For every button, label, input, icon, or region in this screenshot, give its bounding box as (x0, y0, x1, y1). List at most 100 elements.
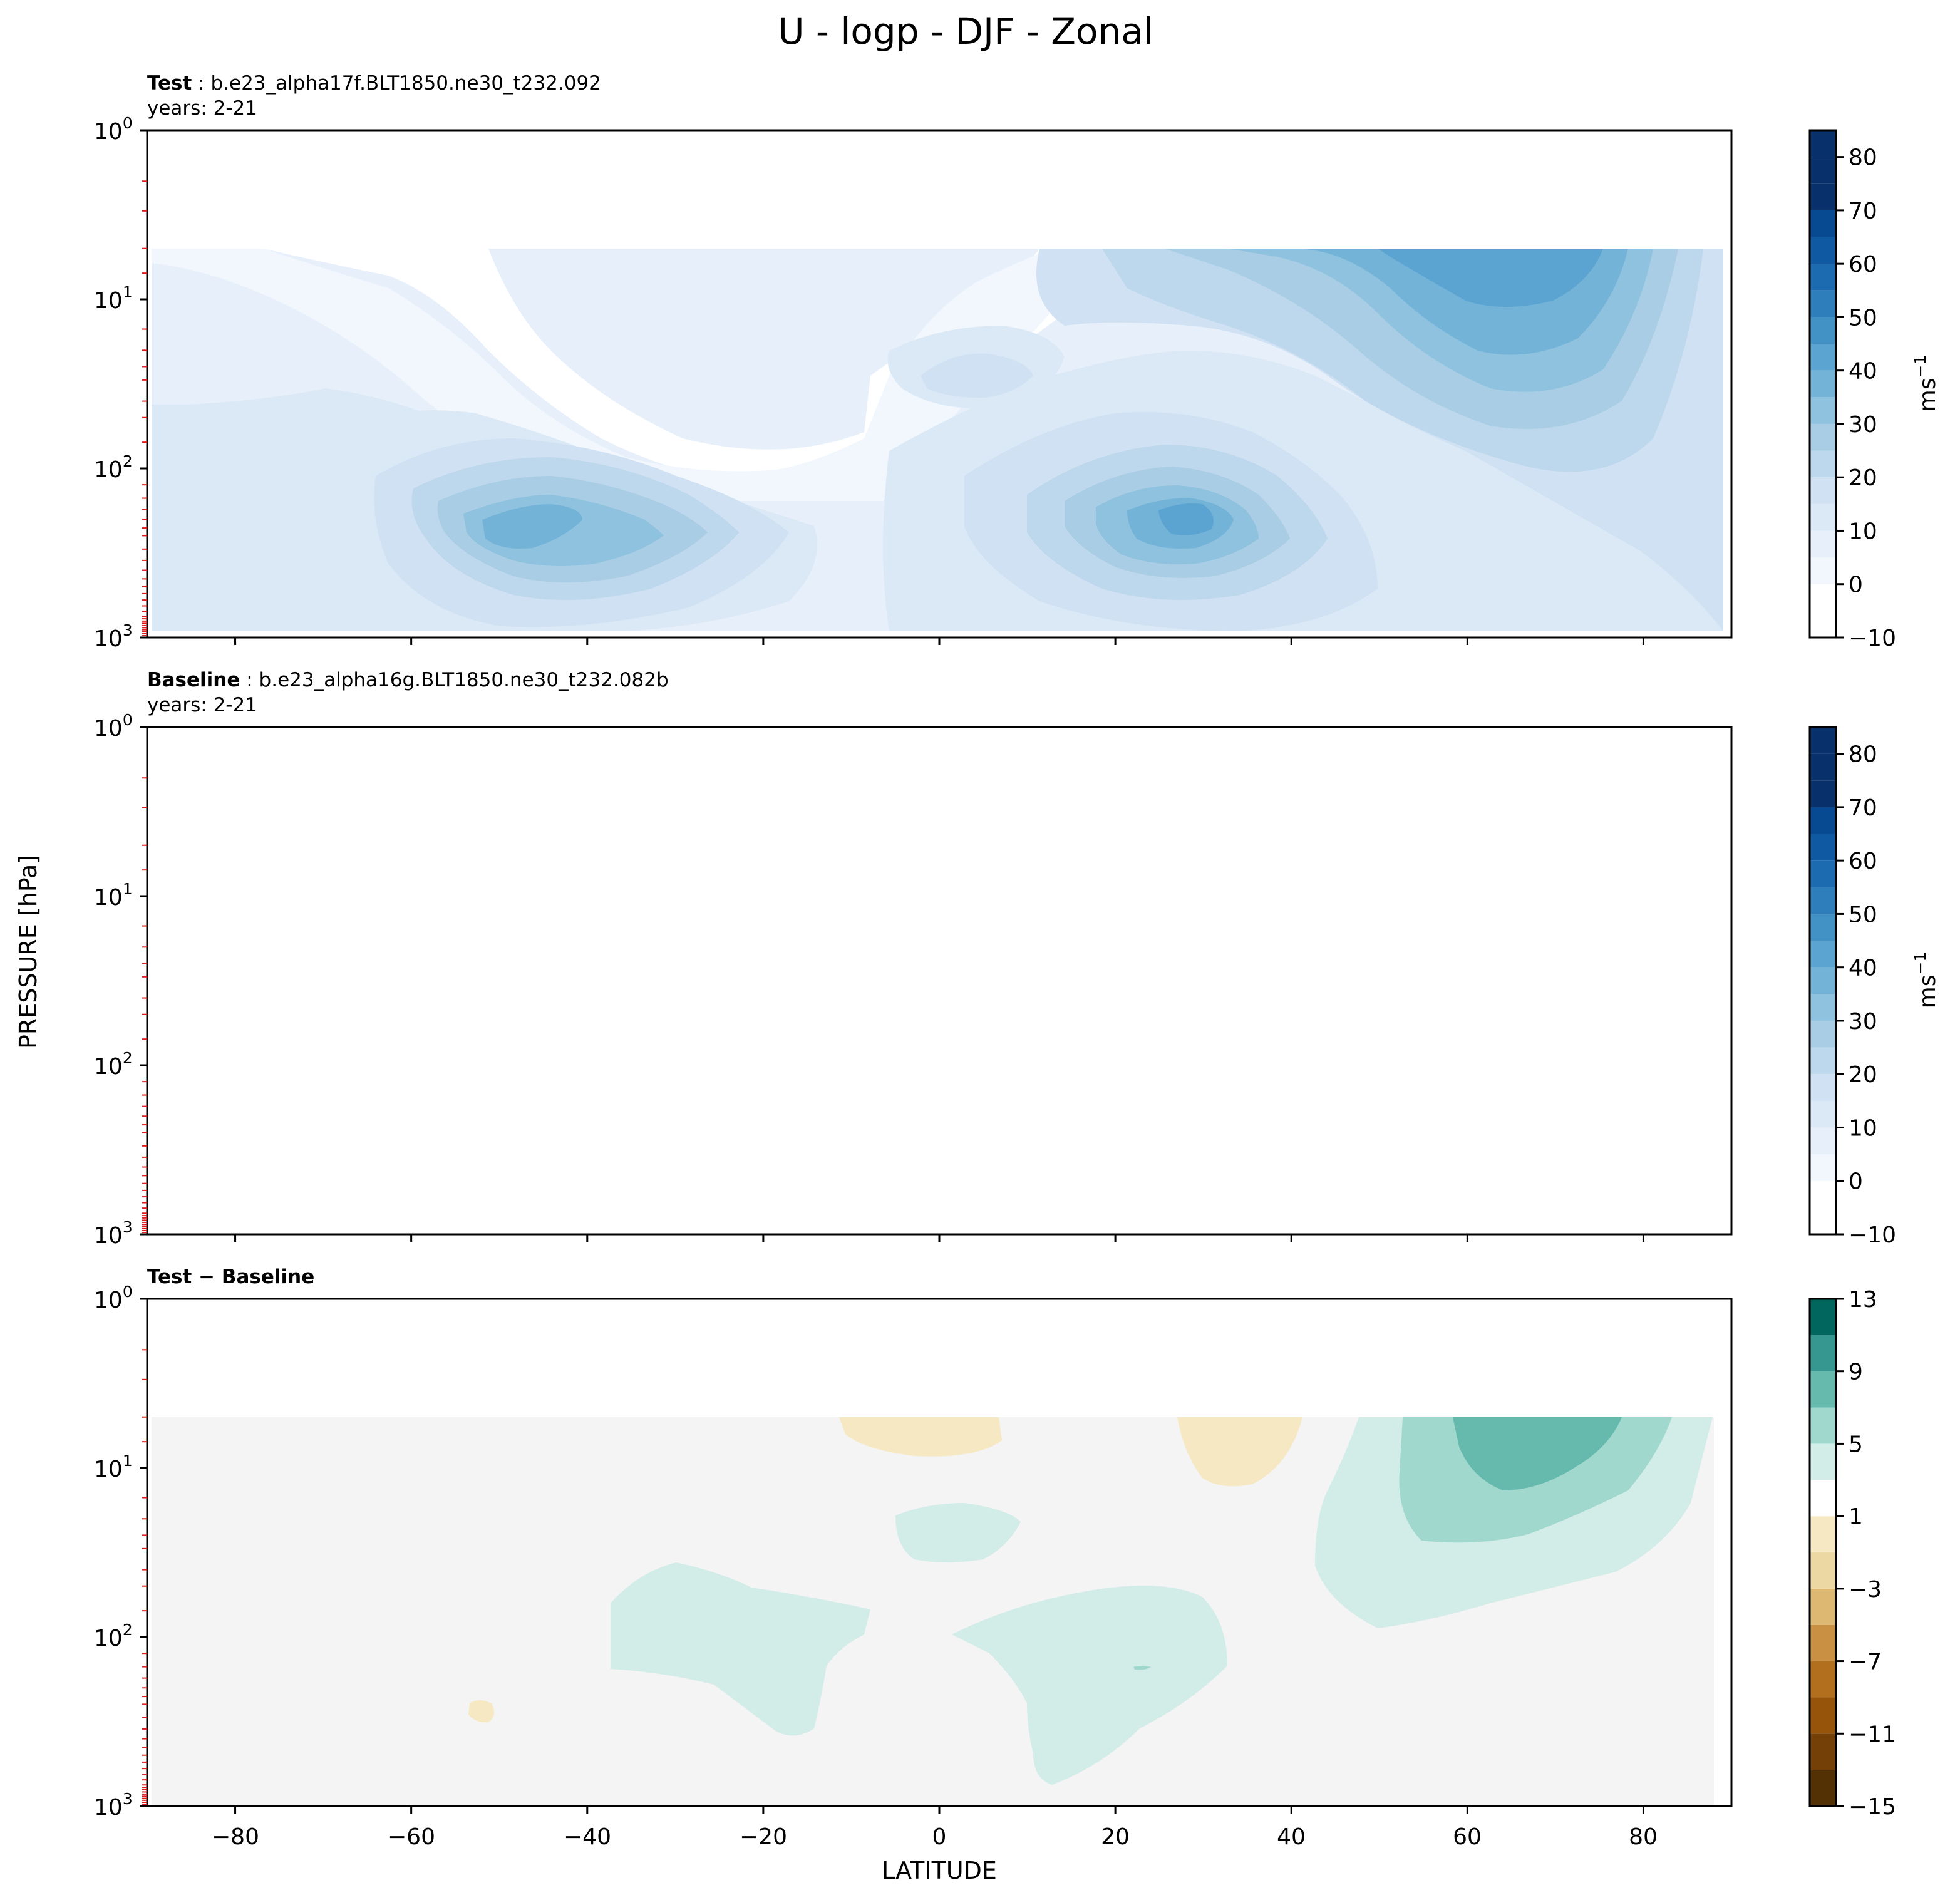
xtick-label-40: 40 (1277, 1824, 1306, 1850)
panel-baseline-label: Baseline (147, 669, 240, 691)
diff-neg-eq (839, 1417, 1002, 1457)
ytick-1e1: 101 (94, 1452, 133, 1482)
colorbar-baseline-label: ms−1 (1911, 952, 1941, 1009)
colorbar-swatch (1810, 397, 1836, 424)
panel-difference-contours (152, 1417, 1714, 1806)
diff-pos-sh (611, 1562, 870, 1736)
colorbar-swatch (1810, 1407, 1836, 1444)
colorbar-tick-label: −11 (1849, 1722, 1896, 1747)
xtick-label-20: 20 (1101, 1824, 1130, 1850)
colorbar-swatch (1810, 1588, 1836, 1625)
colorbar-swatch (1810, 727, 1836, 754)
colorbar-swatch (1810, 807, 1836, 834)
contour-eq-2 (952, 959, 1021, 990)
contour-nh-3 (1058, 1041, 1321, 1197)
panel-baseline-minor-ticks (142, 777, 147, 1234)
colorbar-swatch (1810, 264, 1836, 291)
colorbar-swatch (1810, 1552, 1836, 1589)
colorbar-tick-label: 70 (1849, 199, 1877, 224)
colorbar-swatch (1810, 1180, 1836, 1208)
xtick-label-m80: −80 (212, 1824, 259, 1850)
colorbar-frame (1808, 129, 1837, 639)
ytick-1e2: 102 (94, 1621, 133, 1651)
panel-baseline-contours (152, 845, 1723, 1228)
contour-level-7 (482, 504, 582, 549)
ytick-1e0: 100 (94, 114, 133, 145)
xtick-label-0: 0 (932, 1824, 947, 1850)
ytick-1e1: 101 (94, 283, 133, 314)
colorbar-swatch (1810, 611, 1836, 638)
diff-neg-nh (1177, 1417, 1302, 1487)
panel-baseline: Baseline : b.e23_alpha16g.BLT1850.ne30_t… (94, 669, 1941, 1249)
panel-test-contours (152, 249, 1723, 631)
colorbar-tick-label: 80 (1849, 742, 1877, 768)
panel-difference-yticks: 100 101 102 103 (94, 1283, 133, 1820)
ytick-1e0: 100 (94, 1283, 133, 1313)
panel-baseline-case: b.e23_alpha16g.BLT1850.ne30_t232.082b (259, 669, 669, 691)
panel-test-header: Test : b.e23_alpha17f.BLT1850.ne30_t232.… (147, 72, 601, 95)
colorbar-swatch (1810, 1047, 1836, 1075)
diff-neg-sh (468, 1700, 494, 1723)
panel-difference-xticks (140, 1298, 1644, 1814)
xtick-label-m40: −40 (564, 1824, 611, 1850)
panel-baseline-frame (146, 726, 1733, 1236)
colorbar-swatch (1810, 1661, 1836, 1698)
colorbar-swatch (1810, 994, 1836, 1021)
colorbar-frame (1808, 726, 1837, 1236)
colorbar-swatch (1810, 423, 1836, 451)
colorbar-swatch (1810, 130, 1836, 157)
panel-baseline-years: years: 2-21 (147, 694, 257, 716)
ytick-1e0: 100 (94, 711, 133, 741)
colorbar-swatch (1810, 753, 1836, 781)
colorbar-tick-label: 70 (1849, 795, 1877, 821)
colorbar-swatch (1810, 1770, 1836, 1806)
colorbar-tick-label: 80 (1849, 145, 1877, 171)
colorbar-difference: −15 −11 −7 −3 1 5 9 13 (1808, 1287, 1896, 1820)
colorbar-swatch (1810, 317, 1836, 344)
panel-test-sep: : (192, 72, 210, 95)
colorbar-tick-label: 40 (1849, 956, 1877, 981)
panel-test-years: years: 2-21 (147, 97, 257, 120)
colorbar-swatch (1810, 1335, 1836, 1371)
colorbar-swatch (1810, 1299, 1836, 1335)
colorbar-swatch (1810, 157, 1836, 184)
colorbar-tick-label: 0 (1849, 572, 1863, 598)
contour-nh-7 (1171, 1103, 1205, 1128)
ytick-1e3: 103 (94, 1218, 133, 1249)
contour-strat-6 (1378, 249, 1603, 307)
diff-pos-polar-3 (1453, 1417, 1622, 1490)
panel-difference-xtick-labels: −80 −60 −40 −20 0 20 40 60 80 (212, 1824, 1658, 1850)
colorbar-swatch (1810, 1100, 1836, 1128)
colorbar-swatch (1810, 780, 1836, 807)
colorbar-swatch (1810, 1154, 1836, 1181)
colorbar-test: −10 0 10 20 30 40 50 60 70 80 (1808, 129, 1896, 651)
colorbar-tick-label: 20 (1849, 1062, 1877, 1088)
colorbar-swatch (1810, 1443, 1836, 1480)
panel-baseline-yticks: 100 101 102 103 (94, 711, 133, 1249)
colorbar-tick-label: 0 (1849, 1169, 1863, 1195)
colorbar-swatch (1810, 1074, 1836, 1101)
panel-test-yticks: 100 101 102 103 (94, 114, 133, 652)
panel-baseline-xticks (140, 726, 1644, 1242)
colorbar-tick-label: 40 (1849, 359, 1877, 385)
colorbar-swatch (1810, 237, 1836, 264)
panel-baseline-header: Baseline : b.e23_alpha16g.BLT1850.ne30_t… (147, 669, 669, 691)
colorbar-swatch (1810, 1480, 1836, 1517)
colorbar-tick-label: 5 (1849, 1432, 1863, 1457)
contour-nh-7 (1158, 503, 1214, 535)
colorbar-swatch (1810, 557, 1836, 584)
colorbar-swatch (1810, 914, 1836, 941)
colorbar-swatch (1810, 1127, 1836, 1155)
contour-level-4 (406, 1054, 733, 1197)
colorbar-swatch (1810, 344, 1836, 371)
xtick-label-60: 60 (1453, 1824, 1482, 1850)
contour-strat-1 (1036, 845, 1723, 1228)
contour-strat-2 (1140, 845, 1691, 1056)
xtick-label-m60: −60 (388, 1824, 435, 1850)
colorbar-swatch (1810, 834, 1836, 861)
colorbar-tick-label: 9 (1849, 1360, 1863, 1385)
contour-strat-3 (1202, 845, 1666, 1013)
colorbar-swatch (1810, 477, 1836, 504)
colorbar-swatch (1810, 584, 1836, 611)
contour-nh-6 (1140, 1095, 1227, 1145)
